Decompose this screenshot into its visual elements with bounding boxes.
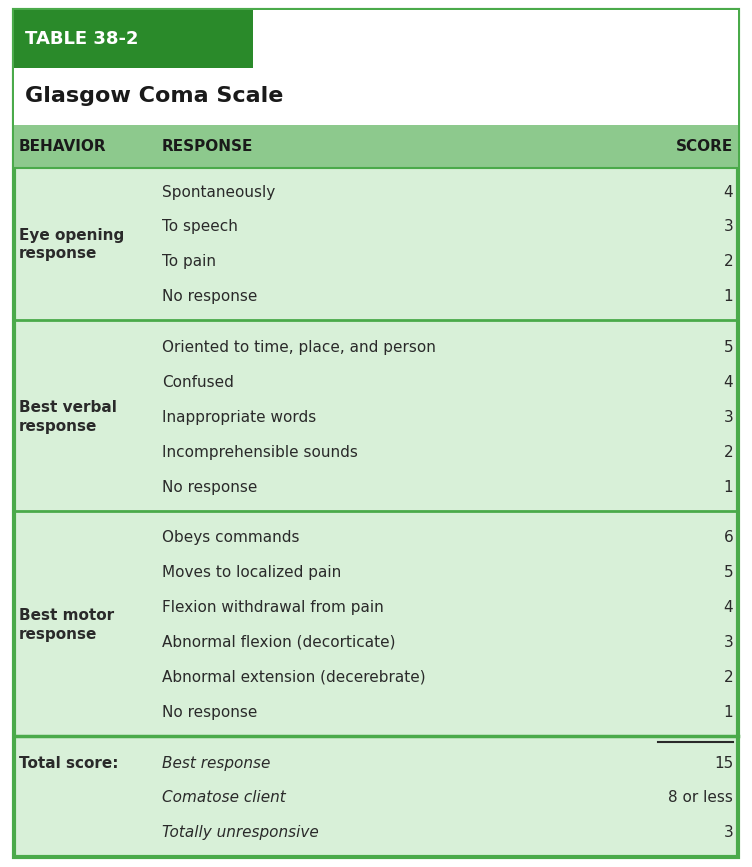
Text: SCORE: SCORE xyxy=(676,139,733,154)
Text: Inappropriate words: Inappropriate words xyxy=(162,410,316,425)
Text: 15: 15 xyxy=(714,755,733,771)
Text: 1: 1 xyxy=(723,479,733,494)
Text: Abnormal extension (decerebrate): Abnormal extension (decerebrate) xyxy=(162,670,426,685)
Text: 8 or less: 8 or less xyxy=(669,791,733,805)
Text: 4: 4 xyxy=(723,375,733,390)
Text: 4: 4 xyxy=(723,600,733,615)
Text: Abnormal flexion (decorticate): Abnormal flexion (decorticate) xyxy=(162,635,396,650)
Bar xyxy=(14,10,253,68)
Text: 2: 2 xyxy=(723,670,733,685)
Text: Eye opening
response: Eye opening response xyxy=(19,227,124,261)
Text: No response: No response xyxy=(162,479,257,494)
Text: Totally unresponsive: Totally unresponsive xyxy=(162,825,318,840)
Bar xyxy=(253,10,738,68)
Text: Total score:: Total score: xyxy=(19,755,118,771)
Text: Glasgow Coma Scale: Glasgow Coma Scale xyxy=(25,86,284,106)
Text: Comatose client: Comatose client xyxy=(162,791,286,805)
Text: Oriented to time, place, and person: Oriented to time, place, and person xyxy=(162,340,435,355)
Text: TABLE 38-2: TABLE 38-2 xyxy=(25,30,138,48)
Text: Best verbal
response: Best verbal response xyxy=(19,401,117,434)
Text: Best response: Best response xyxy=(162,755,270,771)
Text: Incomprehensible sounds: Incomprehensible sounds xyxy=(162,445,357,460)
Bar xyxy=(14,125,738,168)
Text: Confused: Confused xyxy=(162,375,234,390)
Text: RESPONSE: RESPONSE xyxy=(162,139,253,154)
Text: 4: 4 xyxy=(723,185,733,199)
Text: 6: 6 xyxy=(723,531,733,545)
Text: 3: 3 xyxy=(723,825,733,840)
Text: 3: 3 xyxy=(723,635,733,650)
Text: BEHAVIOR: BEHAVIOR xyxy=(19,139,107,154)
Text: 3: 3 xyxy=(723,219,733,234)
Text: Flexion withdrawal from pain: Flexion withdrawal from pain xyxy=(162,600,384,615)
Text: 1: 1 xyxy=(723,290,733,304)
Bar xyxy=(14,68,738,125)
Text: 1: 1 xyxy=(723,705,733,720)
Text: Best motor
response: Best motor response xyxy=(19,609,114,642)
Text: 5: 5 xyxy=(723,340,733,355)
Text: To speech: To speech xyxy=(162,219,238,234)
Text: 5: 5 xyxy=(723,565,733,580)
Text: To pain: To pain xyxy=(162,254,216,270)
Text: Spontaneously: Spontaneously xyxy=(162,185,275,199)
Text: Moves to localized pain: Moves to localized pain xyxy=(162,565,341,580)
Text: 3: 3 xyxy=(723,410,733,425)
Text: 2: 2 xyxy=(723,254,733,270)
Text: Obeys commands: Obeys commands xyxy=(162,531,299,545)
Text: No response: No response xyxy=(162,705,257,720)
Text: 2: 2 xyxy=(723,445,733,460)
Text: No response: No response xyxy=(162,290,257,304)
